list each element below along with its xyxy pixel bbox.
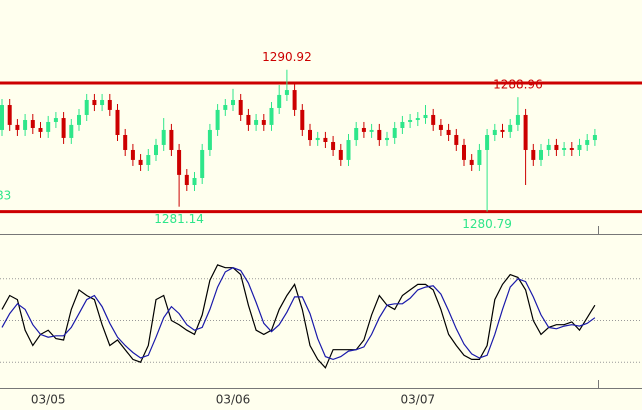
candle-body bbox=[138, 159, 143, 165]
candle-body bbox=[192, 177, 197, 185]
candle-body bbox=[169, 129, 174, 150]
candle-body bbox=[269, 107, 274, 125]
candle-body bbox=[423, 114, 428, 119]
candle-body bbox=[431, 114, 436, 125]
candle-body bbox=[100, 99, 105, 106]
candle-body bbox=[415, 118, 420, 121]
candle-body bbox=[7, 105, 12, 125]
candle-body bbox=[207, 129, 212, 150]
candle-body bbox=[308, 129, 312, 141]
candle-body bbox=[107, 99, 112, 110]
cropped-label: 83 bbox=[0, 189, 11, 203]
candle-body bbox=[592, 134, 597, 141]
candle-body bbox=[300, 109, 305, 130]
x-tick-label: 03/05 bbox=[31, 393, 66, 407]
candle-body bbox=[184, 174, 189, 185]
candle-body bbox=[84, 99, 89, 115]
candle-body bbox=[69, 124, 74, 138]
candle-body bbox=[161, 129, 166, 145]
candle-body bbox=[0, 105, 4, 130]
low-label: 1280.79 bbox=[462, 217, 512, 231]
candle-body bbox=[315, 137, 320, 141]
candle-body bbox=[115, 109, 120, 135]
candle-body bbox=[531, 149, 536, 160]
candle-body bbox=[485, 134, 490, 150]
candle-body bbox=[385, 137, 389, 141]
candle-body bbox=[331, 141, 336, 150]
candle-body bbox=[446, 129, 451, 135]
candle-body bbox=[554, 144, 559, 150]
candle-body bbox=[30, 120, 35, 128]
high-label: 1290.92 bbox=[262, 50, 312, 64]
candle-body bbox=[154, 144, 158, 156]
x-tick-label: 03/06 bbox=[216, 393, 251, 407]
candle-body bbox=[354, 127, 359, 141]
candle-body bbox=[23, 120, 28, 130]
candle-body bbox=[231, 99, 235, 106]
candle-body bbox=[392, 127, 397, 138]
candle-body bbox=[338, 149, 343, 160]
candle-body bbox=[146, 155, 151, 165]
x-tick-label: 03/07 bbox=[401, 393, 436, 407]
candle-body bbox=[546, 144, 551, 150]
candle-body bbox=[562, 148, 567, 150]
candle-body bbox=[46, 121, 51, 132]
candle-body bbox=[377, 129, 382, 141]
candle-body bbox=[500, 129, 505, 132]
candle-body bbox=[223, 105, 228, 110]
candle-body bbox=[477, 149, 482, 165]
candle-body bbox=[569, 148, 574, 150]
candle-body bbox=[462, 144, 466, 160]
stochastic-line bbox=[1, 267, 596, 361]
candle-body bbox=[177, 149, 182, 175]
candle-body bbox=[369, 129, 374, 132]
candle-body bbox=[292, 90, 297, 110]
candle-body bbox=[492, 129, 497, 135]
candle-body bbox=[254, 120, 259, 125]
candle-body bbox=[346, 140, 351, 160]
candle-body bbox=[284, 90, 289, 95]
high-label: 1288.96 bbox=[493, 78, 543, 92]
candle-body bbox=[123, 134, 128, 150]
candle-body bbox=[361, 127, 366, 132]
candle-body bbox=[523, 114, 528, 150]
candle-body bbox=[508, 124, 513, 132]
candle-body bbox=[323, 137, 328, 142]
candle-body bbox=[408, 120, 413, 122]
candle-body bbox=[215, 109, 220, 130]
candle-body bbox=[246, 114, 251, 125]
candle-body bbox=[238, 99, 243, 115]
candle-body bbox=[585, 140, 590, 145]
candle-body bbox=[469, 159, 474, 165]
candle-body bbox=[130, 149, 135, 160]
candle-body bbox=[539, 149, 543, 160]
candle-body bbox=[454, 134, 459, 145]
candle-body bbox=[261, 120, 266, 125]
candle-body bbox=[92, 99, 97, 106]
candle-body bbox=[438, 124, 443, 130]
candle-body bbox=[200, 149, 205, 178]
candle-body bbox=[15, 124, 20, 130]
candle-body bbox=[277, 94, 282, 108]
candle-body bbox=[38, 127, 43, 132]
candle-body bbox=[53, 118, 58, 122]
candle-body bbox=[515, 114, 520, 125]
candle-body bbox=[577, 144, 582, 150]
low-label: 1281.14 bbox=[154, 212, 204, 226]
candle-body bbox=[77, 114, 81, 125]
candle-body bbox=[61, 118, 66, 138]
candle-body bbox=[400, 121, 405, 128]
